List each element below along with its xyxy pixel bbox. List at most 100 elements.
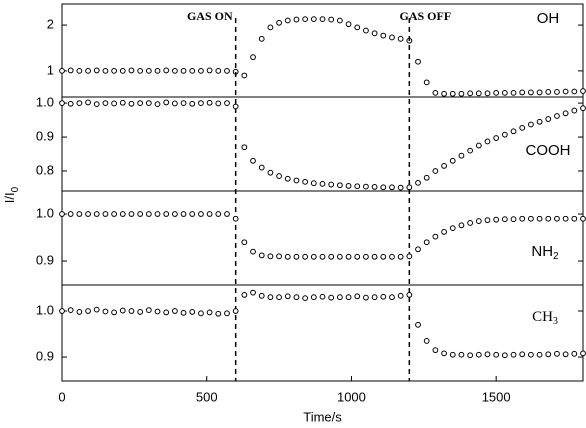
data-point [302,178,309,185]
data-point [562,351,569,358]
data-point [198,67,204,74]
data-point [484,90,491,97]
data-point [328,294,335,301]
annotation: GAS ON [187,9,233,23]
panel-frame [61,190,584,286]
data-point [441,350,447,357]
data-point [310,16,317,23]
data-point [432,168,439,174]
data-point [371,253,378,260]
data-point [180,211,187,217]
data-point [519,124,526,131]
data-point [293,177,300,184]
data-point [519,351,526,358]
data-point [154,211,161,217]
data-point [232,308,239,314]
data-point [284,175,291,182]
data-point [258,252,265,259]
data-point [276,173,282,179]
y-tick-label: 0.8 [36,162,54,177]
data-point [528,351,534,358]
data-point [154,67,161,74]
data-point [258,164,265,171]
data-point [397,253,404,260]
data-point [59,211,65,217]
data-point [284,253,291,260]
data-point [510,89,517,96]
data-point [276,19,282,26]
data-point [137,100,144,107]
data-point [467,147,474,154]
data-point [137,309,144,315]
annotation: GAS OFF [399,9,451,23]
data-point [119,99,126,106]
data-point [267,253,274,260]
data-point [545,215,552,222]
data-point [458,351,465,358]
data-point [102,67,109,74]
data-point [345,294,352,301]
data-point [363,253,369,260]
data-point [102,211,109,217]
data-point [163,67,170,74]
data-point [528,215,534,222]
data-point [571,215,578,222]
data-point [163,99,170,106]
data-point [206,211,213,217]
data-point [319,293,326,300]
label-subscript: 3 [553,316,558,327]
data-point [389,34,395,41]
data-point [354,183,361,190]
data-point [102,308,109,315]
data-point [536,118,543,125]
data-point [250,289,256,296]
data-point [458,152,465,159]
data-point [432,233,439,240]
data-point [519,89,526,96]
data-point [59,100,65,107]
data-point [475,142,482,149]
data-point [336,182,343,189]
x-tick-label: 1500 [482,389,511,404]
data-point [580,215,586,222]
data-point [119,211,126,217]
data-point [554,113,560,119]
data-point [328,16,335,23]
data-point [328,253,335,260]
data-point [119,67,126,74]
data-point [423,239,430,246]
data-point [302,253,309,260]
data-point [345,183,352,189]
data-point [545,89,552,95]
data-point [475,90,482,97]
data-point [528,89,534,96]
data-point [59,308,65,314]
data-point [319,180,326,187]
data-point [475,351,482,358]
data-point [258,35,265,42]
data-point [232,215,239,222]
data-point [128,308,135,314]
data-point [449,157,456,164]
data-point [93,67,100,74]
y-tick-label: 2 [47,17,54,32]
label-text: NH [531,243,553,260]
data-point [284,17,291,24]
data-point [467,352,474,359]
data-point [371,184,378,190]
y-tick-label: 1 [47,62,54,77]
data-point [484,351,491,358]
data-point [85,308,91,314]
data-point [449,351,456,358]
data-point [571,88,578,95]
data-point [284,293,291,300]
data-point [441,90,447,97]
data-point [76,309,83,315]
x-tick-label: 0 [58,389,65,404]
data-point [215,67,222,74]
series-label: CH3 [532,309,558,327]
data-point [397,184,404,191]
data-point [380,253,387,260]
data-point [145,100,152,107]
